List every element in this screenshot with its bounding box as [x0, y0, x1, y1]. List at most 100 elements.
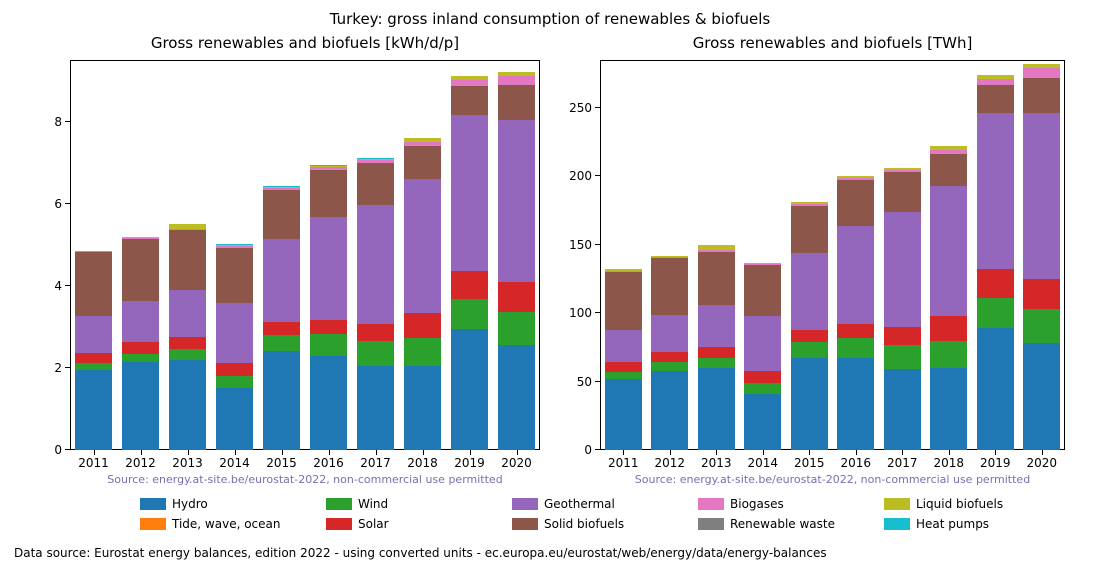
bar-segment-geothermal — [1023, 113, 1060, 279]
legend-item-heat_pumps: Heat pumps — [884, 517, 1070, 531]
legend-label: Heat pumps — [916, 517, 989, 531]
bar-segment-solar — [977, 269, 1014, 298]
x-axis-tick-mark — [423, 450, 424, 455]
axis-spine — [70, 60, 71, 450]
bar-segment-hydro — [930, 368, 967, 450]
bar-segment-wind — [451, 299, 489, 329]
bar-segment-solid_biofuels — [744, 265, 781, 316]
bar-segment-hydro — [1023, 343, 1060, 450]
bar-segment-geothermal — [451, 115, 489, 271]
legend: HydroTide, wave, oceanWindSolarGeotherma… — [140, 494, 1070, 534]
bar-segment-solid_biofuels — [977, 85, 1014, 114]
bar-segment-hydro — [122, 362, 160, 450]
bar-segment-solid_biofuels — [75, 252, 113, 316]
bar-segment-solid_biofuels — [884, 172, 921, 212]
x-axis-tick-mark — [282, 450, 283, 455]
legend-item-solid_biofuels: Solid biofuels — [512, 517, 698, 531]
bar-segment-geothermal — [837, 226, 874, 325]
data-source-footer: Data source: Eurostat energy balances, e… — [14, 546, 827, 560]
legend-item-liquid_biofuels: Liquid biofuels — [884, 497, 1070, 511]
bar-segment-solar — [310, 320, 348, 334]
bar-segment-wind — [357, 341, 395, 366]
bar — [977, 75, 1014, 450]
bar — [310, 165, 348, 450]
bar-segment-hydro — [310, 356, 348, 450]
bar-segment-solar — [122, 342, 160, 353]
bar — [651, 256, 688, 450]
bar-segment-wind — [744, 383, 781, 394]
bar-segment-solid_biofuels — [404, 146, 442, 179]
bar-segment-biogases — [498, 76, 536, 85]
bar-segment-hydro — [744, 394, 781, 450]
bar — [357, 158, 395, 450]
bar-segment-solid_biofuels — [169, 230, 207, 290]
y-axis-tick-label: 0 — [54, 443, 70, 457]
legend-swatch — [512, 518, 538, 530]
bar — [216, 244, 254, 450]
legend-swatch — [698, 498, 724, 510]
legend-swatch — [326, 498, 352, 510]
bar-segment-hydro — [216, 388, 254, 450]
legend-swatch — [140, 518, 166, 530]
y-axis-tick-mark — [595, 175, 600, 176]
y-axis-tick-label: 4 — [54, 279, 70, 293]
y-axis-tick-mark — [595, 107, 600, 108]
bar-segment-solid_biofuels — [310, 170, 348, 217]
bar-segment-solid_biofuels — [698, 252, 735, 305]
y-axis-tick-mark — [65, 285, 70, 286]
y-axis-tick-mark — [595, 244, 600, 245]
bar-segment-hydro — [977, 328, 1014, 450]
legend-item-tide: Tide, wave, ocean — [140, 517, 326, 531]
y-axis-tick-label: 8 — [54, 115, 70, 129]
x-axis-tick-mark — [623, 450, 624, 455]
y-axis-tick-mark — [595, 381, 600, 382]
x-axis-tick-mark — [141, 450, 142, 455]
x-axis-tick-mark — [470, 450, 471, 455]
bar-segment-geothermal — [791, 253, 828, 330]
y-axis-tick-mark — [595, 449, 600, 450]
bar-segment-solar — [357, 324, 395, 342]
bar-segment-solid_biofuels — [498, 85, 536, 120]
bar-segment-geothermal — [930, 186, 967, 316]
legend-label: Hydro — [172, 497, 208, 511]
bar-segment-hydro — [498, 345, 536, 450]
bar-segment-wind — [930, 341, 967, 368]
legend-swatch — [698, 518, 724, 530]
bar-segment-geothermal — [404, 179, 442, 312]
legend-label: Liquid biofuels — [916, 497, 1003, 511]
bar-segment-solid_biofuels — [791, 206, 828, 253]
bar-segment-solid_biofuels — [216, 248, 254, 303]
x-axis-tick-mark — [94, 450, 95, 455]
bar-segment-solid_biofuels — [605, 272, 642, 329]
y-axis-tick-label: 100 — [569, 306, 600, 320]
bar-segment-solid_biofuels — [451, 86, 489, 115]
bar — [75, 251, 113, 450]
bar — [837, 176, 874, 450]
x-axis-tick-mark — [856, 450, 857, 455]
bar — [122, 237, 160, 450]
bar-segment-solid_biofuels — [930, 154, 967, 185]
bar-segment-solar — [605, 362, 642, 372]
bar — [930, 146, 967, 450]
bar-segment-solid_biofuels — [122, 239, 160, 301]
x-axis-tick-mark — [902, 450, 903, 455]
bar-segment-geothermal — [498, 120, 536, 282]
bar-segment-solar — [884, 327, 921, 345]
source-note: Source: energy.at-site.be/eurostat-2022,… — [70, 473, 540, 486]
legend-swatch — [140, 498, 166, 510]
bar-segment-solid_biofuels — [357, 163, 395, 204]
bar-segment-solid_biofuels — [263, 190, 301, 239]
y-axis-tick-label: 2 — [54, 361, 70, 375]
bar-segment-wind — [651, 362, 688, 370]
y-axis-tick-mark — [65, 449, 70, 450]
bar-segment-solar — [791, 330, 828, 342]
bar-segment-wind — [216, 376, 254, 388]
bar-segment-wind — [263, 335, 301, 351]
bar-segment-hydro — [404, 366, 442, 450]
x-axis-tick-mark — [995, 450, 996, 455]
bar-segment-solar — [698, 347, 735, 358]
bar-segment-hydro — [75, 370, 113, 450]
bar-segment-solar — [263, 322, 301, 336]
legend-label: Solar — [358, 517, 389, 531]
axis-spine — [70, 60, 540, 61]
